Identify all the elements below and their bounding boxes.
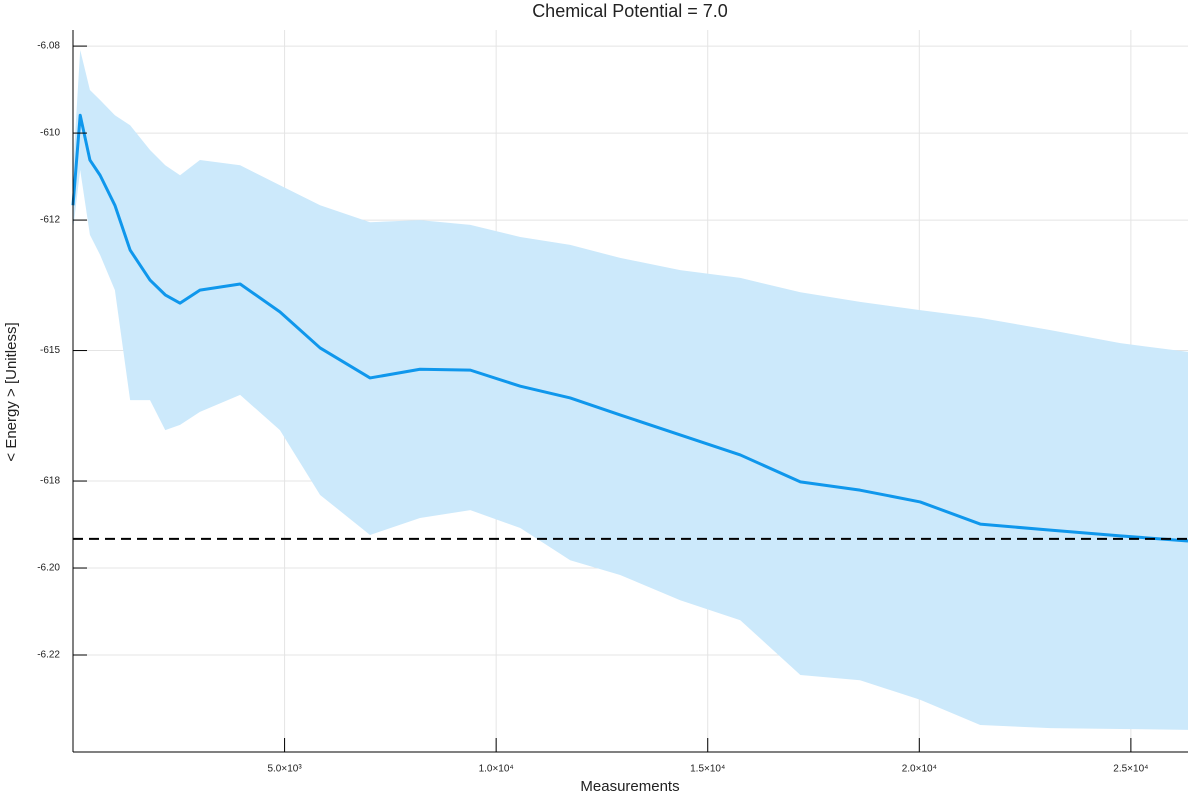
y-tick-label: -618 <box>40 476 60 487</box>
x-tick-label: 1.0×10⁴ <box>479 764 514 775</box>
x-axis-label: Measurements <box>580 778 679 795</box>
y-tick-label: -612 <box>40 215 60 226</box>
x-tick-label: 1.5×10⁴ <box>690 764 725 775</box>
y-tick-label: -615 <box>40 345 60 356</box>
mean-line <box>71 113 1189 543</box>
y-tick-label: -610 <box>40 128 60 139</box>
y-tick-label: -6.08 <box>37 41 60 52</box>
confidence-band <box>73 50 1188 730</box>
y-tick-label: -6.22 <box>37 650 60 661</box>
x-tick-label: 5.0×10³ <box>267 764 302 775</box>
chart-title: Chemical Potential = 7.0 <box>532 1 728 21</box>
x-tick-label: 2.0×10⁴ <box>902 764 937 775</box>
y-axis-label: < Energy > [Unitless] <box>3 322 20 461</box>
y-tick-label: -6.20 <box>37 563 60 574</box>
x-tick-label: 2.5×10⁴ <box>1113 764 1148 775</box>
